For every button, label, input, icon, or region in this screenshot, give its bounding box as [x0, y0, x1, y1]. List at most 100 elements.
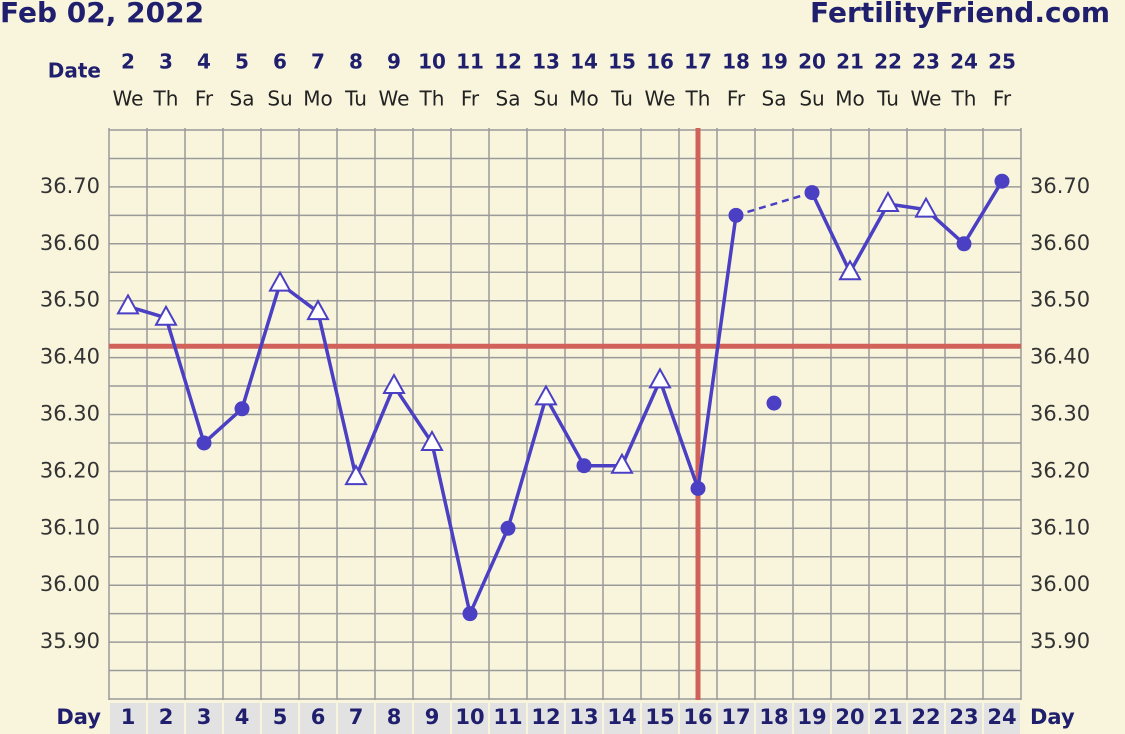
day-box	[148, 703, 184, 734]
x-tick-label: 23	[949, 705, 978, 729]
weekday-label: Th	[419, 87, 445, 111]
y-tick-label: 36.60	[1030, 231, 1090, 255]
y-tick-label: 35.90	[1030, 629, 1090, 653]
day-box	[832, 703, 868, 734]
date-label: 11	[456, 50, 484, 74]
day-box	[680, 703, 716, 734]
weekday-label: Fr	[993, 87, 1012, 111]
point-triangle	[306, 299, 330, 321]
day-box	[110, 703, 146, 734]
date-label: 19	[760, 50, 788, 74]
point-triangle	[610, 452, 634, 474]
x-tick-label: 16	[683, 705, 712, 729]
weekday-label: Su	[799, 87, 824, 111]
day-label: Day	[56, 705, 101, 729]
point-triangle	[534, 384, 558, 406]
weekday-label: Sa	[230, 87, 255, 111]
day-box	[908, 703, 944, 734]
y-tick-label: 36.10	[40, 515, 100, 539]
weekday-label: We	[379, 87, 410, 111]
day-box	[262, 703, 298, 734]
day-box	[870, 703, 906, 734]
date-label: Date	[48, 59, 101, 83]
point-circle	[766, 395, 782, 411]
weekday-label: We	[911, 87, 942, 111]
date-label: 15	[608, 50, 636, 74]
date-label: 7	[311, 50, 325, 74]
y-tick-label: 36.20	[40, 458, 100, 482]
weekday-label: Fr	[195, 87, 214, 111]
y-tick-label: 36.50	[40, 288, 100, 312]
x-tick-label: 4	[235, 705, 250, 729]
x-tick-label: 10	[455, 705, 484, 729]
y-tick-label: 36.30	[40, 402, 100, 426]
day-box	[300, 703, 336, 734]
y-tick-label: 36.00	[1030, 572, 1090, 596]
y-tick-label: 36.70	[40, 174, 100, 198]
gap-connector	[735, 191, 813, 217]
date-label: 5	[235, 50, 249, 74]
day-box	[718, 703, 754, 734]
weekday-label: Tu	[876, 87, 899, 111]
x-tick-label: 2	[159, 705, 174, 729]
x-tick-label: 22	[911, 705, 940, 729]
date-label: 17	[684, 50, 712, 74]
day-box	[490, 703, 526, 734]
point-triangle	[116, 293, 140, 315]
day-box	[376, 703, 412, 734]
day-box	[604, 703, 640, 734]
y-tick-label: 36.40	[1030, 345, 1090, 369]
weekday-label: Tu	[610, 87, 633, 111]
date-label: 13	[532, 50, 560, 74]
y-tick-label: 36.30	[1030, 402, 1090, 426]
x-tick-label: 15	[645, 705, 674, 729]
point-triangle	[154, 304, 178, 326]
x-tick-label: 18	[759, 705, 788, 729]
point-circle	[728, 207, 744, 223]
weekday-label: Th	[685, 87, 711, 111]
date-label: 10	[418, 50, 446, 74]
y-tick-label: 36.50	[1030, 288, 1090, 312]
point-circle	[994, 173, 1010, 189]
day-label: Day	[1030, 705, 1075, 729]
point-circle	[690, 480, 706, 496]
x-tick-label: 20	[835, 705, 864, 729]
weekday-label: Th	[153, 87, 179, 111]
x-tick-label: 14	[607, 705, 636, 729]
date-label: 12	[494, 50, 522, 74]
weekday-label: Su	[267, 87, 292, 111]
date-label: 21	[836, 50, 864, 74]
date-label: 16	[646, 50, 674, 74]
day-box	[528, 703, 564, 734]
x-tick-label: 1	[121, 705, 136, 729]
date-label: 24	[950, 50, 978, 74]
x-tick-label: 21	[873, 705, 902, 729]
chart-title: Feb 02, 2022	[0, 0, 204, 29]
point-circle	[956, 236, 972, 252]
day-box	[338, 703, 374, 734]
weekday-label: Mo	[835, 87, 865, 111]
date-label: 25	[988, 50, 1016, 74]
brand: FertilityFriend.com	[810, 0, 1110, 29]
date-label: 3	[159, 50, 173, 74]
weekday-label: Th	[951, 87, 977, 111]
weekday-label: Sa	[762, 87, 787, 111]
x-tick-label: 17	[721, 705, 750, 729]
point-triangle	[914, 196, 938, 218]
x-tick-label: 19	[797, 705, 826, 729]
x-tick-label: 6	[311, 705, 326, 729]
point-circle	[196, 435, 212, 451]
day-box	[186, 703, 222, 734]
point-triangle	[382, 372, 406, 395]
day-box	[224, 703, 260, 734]
date-label: 22	[874, 50, 902, 74]
weekday-label: Mo	[303, 87, 333, 111]
point-triangle	[420, 429, 444, 451]
weekday-label: Sa	[496, 87, 521, 111]
point-circle	[804, 185, 820, 201]
point-triangle	[344, 464, 368, 486]
weekday-label: We	[645, 87, 676, 111]
point-circle	[500, 520, 516, 536]
date-label: 9	[387, 50, 401, 74]
